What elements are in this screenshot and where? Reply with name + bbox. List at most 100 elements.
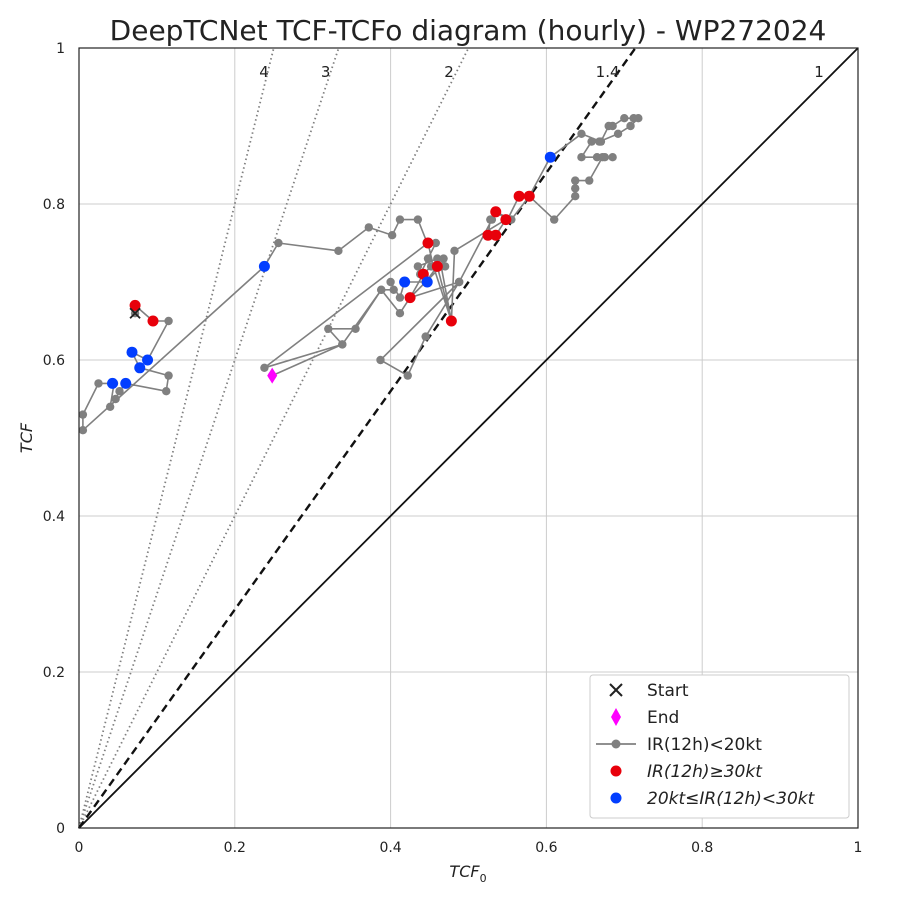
legend-start-label: Start	[647, 681, 689, 701]
track-point-95	[260, 363, 269, 372]
x-tick-label-3: 0.6	[535, 840, 557, 856]
red-point-4	[431, 260, 443, 272]
track-point-59	[608, 121, 617, 131]
track-point-16	[78, 426, 88, 435]
red-point-6	[445, 315, 457, 327]
ratio-line-4	[78, 47, 275, 829]
legend-end-label: End	[647, 708, 679, 728]
track-point-21	[387, 231, 397, 240]
track-point-62	[634, 114, 643, 123]
track-point-72	[585, 176, 594, 185]
track-point-60	[620, 114, 629, 123]
red-point-2	[422, 237, 434, 249]
track-point-12	[105, 402, 115, 411]
y-tick-label-2: 0.4	[43, 509, 65, 525]
ratio-lines: 4 3 2 1.4 1	[78, 47, 859, 829]
track-point-74	[571, 184, 580, 193]
x-tick-label-5: 1	[854, 840, 863, 856]
start-marker-stroke-b	[129, 307, 141, 319]
track-point-64	[613, 129, 623, 138]
red-point-0	[129, 299, 141, 311]
x-tick-label-1: 0.2	[224, 840, 246, 856]
blue-point-6	[399, 276, 411, 288]
red-points-layer	[129, 190, 535, 327]
ratio-line-1.4	[78, 47, 637, 829]
track-point-73	[571, 176, 580, 185]
track-point-30	[439, 254, 448, 263]
legend: Start End IR(12h)<20kt IR(12h)≥30kt 20kt…	[589, 674, 850, 819]
red-point-5	[404, 292, 416, 304]
blue-point-3	[106, 377, 118, 389]
track-point-80	[486, 215, 495, 224]
track-point-37	[389, 285, 398, 294]
x-axis-label-main: TCF	[449, 862, 480, 881]
track-point-22	[395, 215, 405, 224]
track-point-15	[78, 410, 88, 419]
track-point-75	[571, 192, 580, 201]
track-point-66	[587, 137, 596, 146]
legend-entry-red: IR(12h)≥30kt	[610, 762, 763, 782]
track-point-36	[386, 277, 395, 287]
red-point-12	[523, 190, 535, 202]
ratio-label-4: 4	[259, 63, 269, 81]
track-point-28	[413, 262, 423, 271]
y-tick-label-4: 0.8	[43, 197, 65, 213]
track-line	[82, 117, 640, 432]
plot-frame	[78, 47, 859, 829]
track-point-35	[395, 293, 405, 302]
red-point-11	[513, 190, 525, 202]
red-point-1	[147, 315, 159, 327]
track-point-20	[364, 223, 373, 232]
legend-red-dot	[610, 765, 622, 777]
chart-title: DeepTCNet TCF-TCFo diagram (hourly) - WP…	[110, 14, 827, 47]
track-point-7	[164, 371, 173, 380]
legend-track-dot	[611, 739, 621, 749]
blue-point-0	[126, 346, 138, 358]
legend-end-icon	[611, 708, 621, 726]
ratio-line-3	[78, 47, 340, 829]
legend-track-label: IR(12h)<20kt	[647, 735, 762, 755]
blue-point-7	[421, 276, 433, 288]
track-point-8	[162, 387, 171, 396]
red-point-9	[490, 206, 502, 218]
blue-points-layer	[106, 151, 556, 389]
blue-point-4	[120, 377, 132, 389]
ratio-label-1: 1	[814, 63, 824, 81]
start-end-layer	[129, 307, 278, 384]
red-point-10	[500, 214, 512, 226]
ratio-line-1	[78, 47, 859, 829]
tick-labels: 0 0.2 0.4 0.6 0.8 1 0 0.2 0.4 0.6 0.8 1	[43, 41, 863, 856]
red-point-8	[490, 229, 502, 241]
ratio-label-2: 2	[444, 63, 454, 81]
blue-point-1	[142, 354, 154, 366]
track-point-46	[421, 332, 430, 341]
start-marker	[129, 307, 141, 319]
track-point-3	[164, 316, 173, 326]
legend-red-label: IR(12h)≥30kt	[647, 762, 763, 782]
track-point-23	[413, 215, 423, 224]
track-point-43	[395, 309, 405, 318]
legend-start-icon	[609, 683, 623, 697]
x-axis-label-sub: 0	[480, 872, 487, 885]
track-point-39	[351, 324, 360, 333]
track-point-65	[595, 137, 604, 146]
end-marker	[267, 367, 278, 384]
track-point-29	[433, 254, 442, 263]
y-tick-label-5: 1	[56, 41, 65, 57]
y-tick-label-3: 0.6	[43, 353, 65, 369]
legend-blue-label: 20kt≤IR(12h)<30kt	[647, 789, 816, 809]
legend-entry-blue: 20kt≤IR(12h)<30kt	[610, 789, 816, 809]
legend-entry-track: IR(12h)<20kt	[596, 735, 762, 755]
ratio-line-2	[78, 47, 470, 829]
blue-point-8	[544, 151, 556, 163]
red-point-7	[482, 229, 494, 241]
y-axis-label: TCF	[17, 422, 36, 453]
track-point-56	[577, 129, 586, 138]
y-tick-label-1: 0.2	[43, 665, 65, 681]
ratio-label-3: 3	[321, 63, 331, 81]
track-point-47	[403, 371, 412, 380]
track-point-49	[454, 277, 464, 287]
track-point-84	[450, 246, 459, 255]
